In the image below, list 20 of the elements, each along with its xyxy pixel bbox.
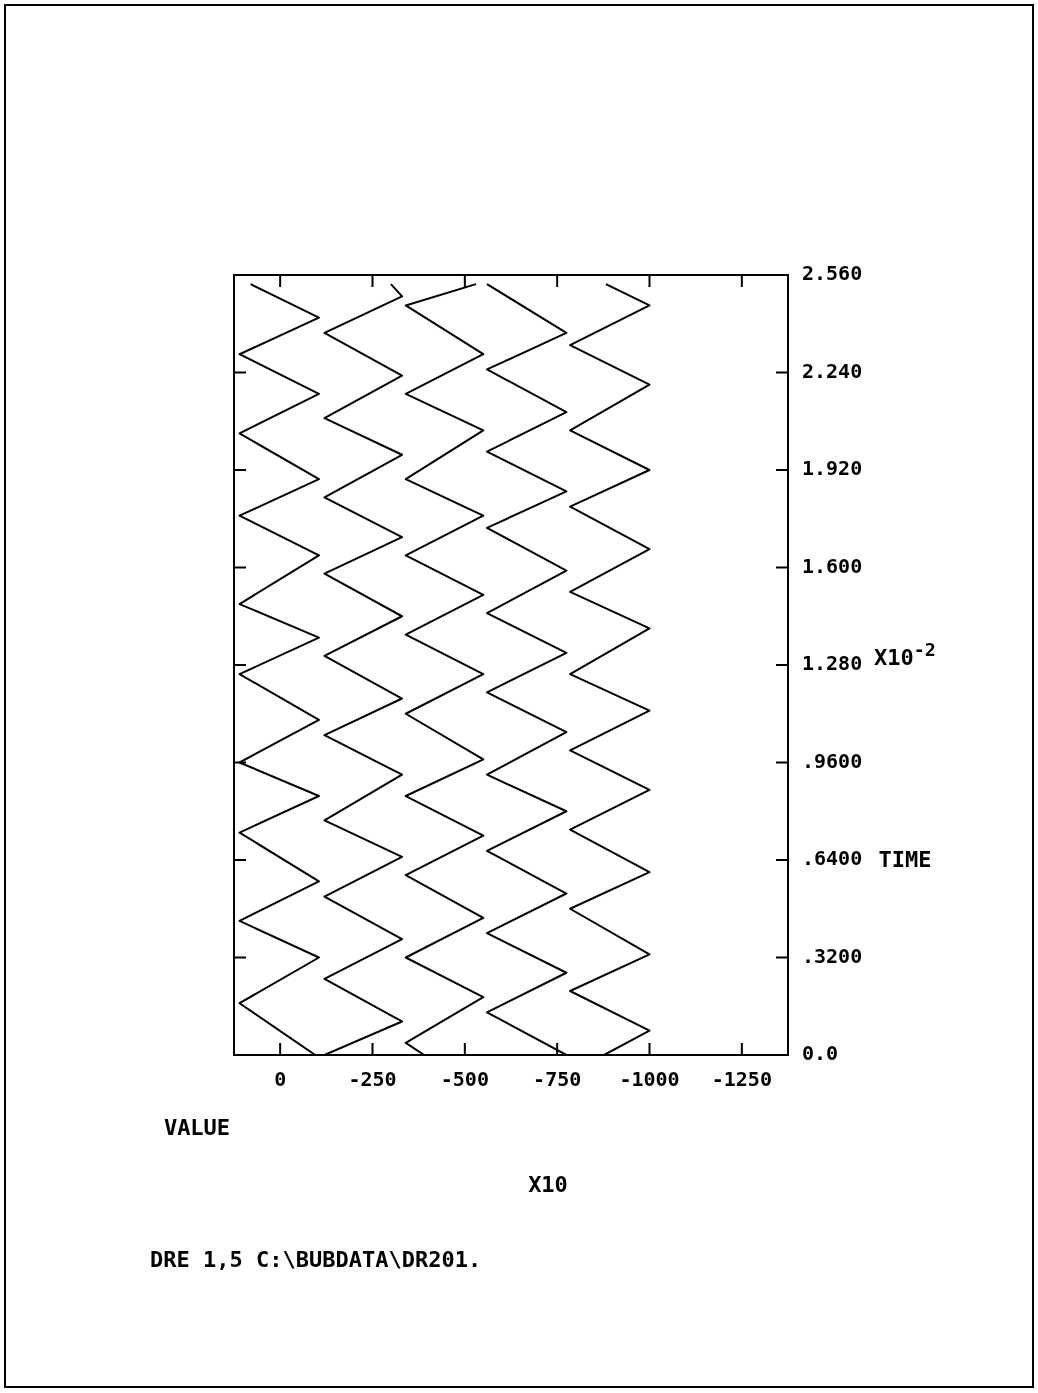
y-tick-label: 1.600	[802, 553, 863, 578]
x-tick-label: 0	[274, 1067, 287, 1092]
y-tick-label: 2.240	[802, 358, 863, 383]
y-tick-label: .6400	[802, 846, 863, 871]
y-tick-label: 1.920	[802, 456, 863, 481]
text: DRE 1,5 C:\BUBDATA\DR201.	[150, 1246, 482, 1273]
x-tick-label: -1250	[711, 1067, 772, 1092]
text: X10$^{-2}$	[874, 639, 936, 670]
x-axis-title: VALUE	[163, 1114, 231, 1141]
y-axis-title: TIME	[878, 846, 932, 873]
x-tick-label: -250	[348, 1067, 397, 1092]
y-tick-label: 2.560	[802, 261, 863, 286]
y-tick-label: .9600	[802, 748, 863, 773]
x-tick-label: -750	[533, 1067, 582, 1092]
y-tick-label: 0.0	[802, 1041, 839, 1066]
y-tick-label: 1.280	[802, 651, 863, 676]
text: X10	[528, 1171, 568, 1198]
x-tick-label: -1000	[619, 1067, 680, 1092]
y-tick-label: .3200	[802, 943, 863, 968]
x-tick-label: -500	[440, 1067, 489, 1092]
